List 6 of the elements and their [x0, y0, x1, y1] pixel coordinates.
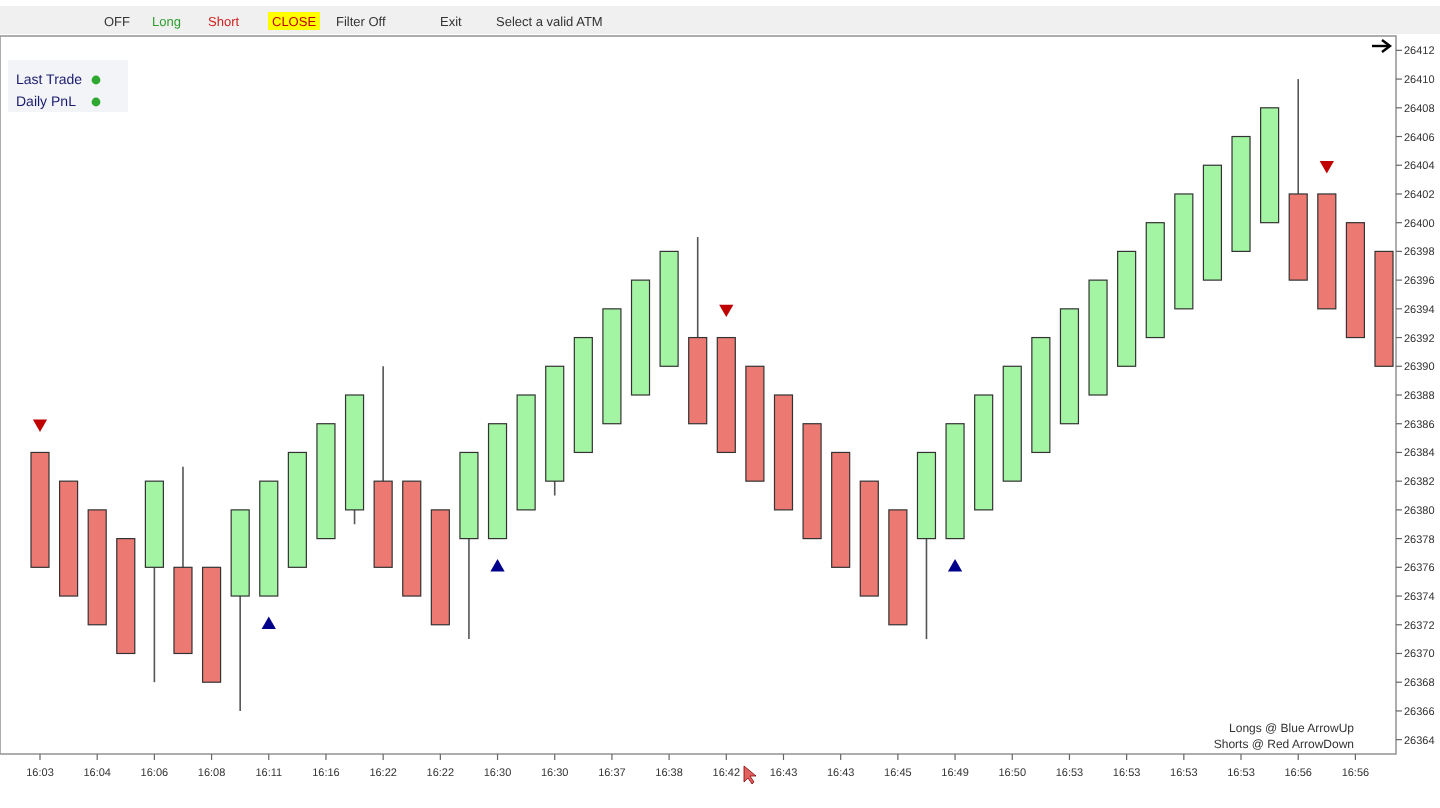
- point: [32, 419, 48, 432]
- point: [261, 616, 276, 629]
- point: [947, 559, 963, 572]
- point: [490, 559, 505, 572]
- point: [1319, 161, 1334, 174]
- point: [719, 304, 734, 318]
